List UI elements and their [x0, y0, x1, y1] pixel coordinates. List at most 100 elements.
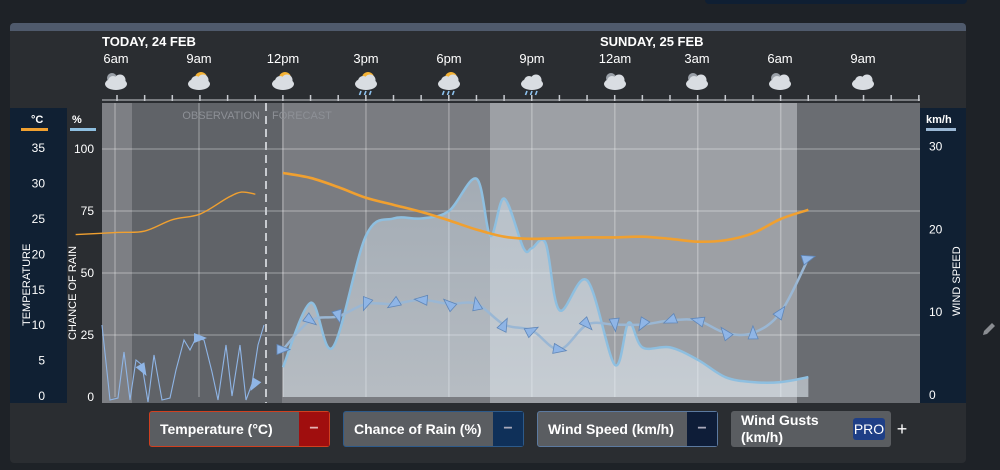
wind-axis-ticks: 0 10 20 30: [929, 140, 943, 402]
plus-icon[interactable]: +: [891, 411, 913, 447]
legend-rain-label: Chance of Rain (%): [354, 421, 482, 437]
rain-tick-label: 75: [81, 204, 95, 218]
time-label: 3am: [684, 51, 709, 66]
rain-unit-swatch: [70, 128, 96, 131]
legend-gusts-label: Wind Gusts (km/h): [741, 412, 819, 445]
wind-direction-marker: [523, 326, 540, 339]
wind-direction-marker: [442, 298, 458, 313]
wind-tick-label: 10: [929, 305, 943, 319]
observed-wind-marker: [250, 377, 262, 392]
legend-wind-button[interactable]: Wind Speed (km/h) −: [537, 411, 718, 447]
time-label: 12pm: [267, 51, 300, 66]
rain-cloud-icon: [521, 74, 543, 96]
temp-unit-label: °C: [31, 114, 43, 126]
wind-markers: [276, 254, 817, 356]
temp-tick-label: 25: [32, 212, 46, 226]
time-label: 3pm: [353, 51, 378, 66]
temp-tick-label: 10: [32, 318, 46, 332]
top-bar: [705, 0, 967, 4]
temp-tick-label: 15: [32, 283, 46, 297]
rain-tick-label: 100: [74, 142, 94, 156]
rain-tick-label: 0: [87, 390, 94, 404]
observed-wind-line: [101, 324, 265, 403]
wind-direction-marker: [302, 312, 318, 326]
minus-icon[interactable]: −: [299, 412, 329, 446]
time-label: 6pm: [436, 51, 461, 66]
observed-wind-marker: [135, 362, 147, 377]
cloudy-night-icon: [769, 73, 791, 90]
wind-tick-label: 0: [929, 388, 936, 402]
wind-direction-marker: [800, 254, 817, 266]
pencil-icon[interactable]: [980, 320, 998, 338]
wind-direction-marker: [386, 295, 402, 309]
wind-direction-marker: [472, 295, 484, 312]
temp-tick-label: 20: [32, 247, 46, 261]
wind-tick-label: 30: [929, 140, 943, 154]
time-label: 9pm: [519, 51, 544, 66]
time-labels: 6am 9am 12pm 3pm 6pm 9pm 12am 3am 6am 9am: [103, 51, 875, 66]
time-label: 12am: [599, 51, 632, 66]
partly-cloudy-icon: [188, 72, 210, 90]
rain-tick-label: 50: [81, 266, 95, 280]
day2-label: SUNDAY, 25 FEB: [600, 34, 704, 49]
wind-unit-swatch: [926, 128, 956, 131]
minus-icon[interactable]: −: [493, 412, 523, 446]
wind-direction-marker: [413, 294, 429, 306]
observation-label: OBSERVATION: [182, 110, 260, 122]
wind-direction-marker: [772, 305, 786, 321]
rain-axis-ticks: 0 25 50 75 100: [74, 142, 94, 404]
rain-unit-label: %: [72, 114, 82, 126]
wind-direction-marker: [662, 312, 679, 324]
cloudy-night-icon: [604, 73, 626, 90]
temp-axis-panel: [10, 108, 67, 403]
legend-gusts-button[interactable]: Wind Gusts (km/h): [731, 411, 891, 447]
time-label: 9am: [186, 51, 211, 66]
legend-temperature-button[interactable]: Temperature (°C) −: [149, 411, 330, 447]
day1-label: TODAY, 24 FEB: [102, 34, 196, 49]
rain-area: [283, 178, 809, 397]
forecast-chart: OBSERVATION FORECAST °C % km/h TEMPERATU…: [10, 34, 966, 404]
wind-tick-label: 20: [929, 222, 943, 236]
temp-unit-swatch: [21, 128, 48, 131]
wind-direction-marker: [363, 295, 374, 312]
legend-temperature-label: Temperature (°C): [160, 421, 273, 437]
wind-unit-label: km/h: [926, 114, 952, 126]
wind-axis-title: WIND SPEED: [951, 246, 963, 316]
wind-direction-marker: [720, 326, 734, 342]
legend-rain-button[interactable]: Chance of Rain (%) −: [343, 411, 524, 447]
observed-wind-marker: [194, 333, 207, 343]
sun-rain-icon: [355, 72, 377, 96]
sun-rain-icon: [438, 72, 460, 96]
cloudy-icon: [852, 74, 874, 90]
temp-tick-label: 5: [38, 354, 45, 368]
observed-wind-path: [101, 324, 265, 403]
temp-axis-title: TEMPERATURE: [21, 244, 33, 326]
cloudy-night-icon: [686, 73, 708, 90]
wind-direction-marker: [608, 317, 620, 333]
temperature-line: [282, 171, 809, 244]
minus-icon[interactable]: −: [687, 412, 717, 446]
wind-direction-marker: [331, 308, 342, 325]
pro-badge: PRO: [853, 418, 885, 440]
wind-axis-panel: [920, 108, 966, 403]
temp-tick-label: 35: [32, 141, 46, 155]
panel-strip: [10, 23, 966, 31]
temp-tick-label: 0: [38, 389, 45, 403]
wind-direction-marker: [747, 324, 759, 340]
wind-direction-marker: [578, 316, 593, 331]
temp-axis-ticks: 0 5 10 15 20 25 30 35: [32, 141, 46, 403]
time-ruler: [102, 95, 920, 101]
forecast-label: FORECAST: [272, 110, 332, 122]
time-label: 6am: [103, 51, 128, 66]
legend-wind-label: Wind Speed (km/h): [548, 421, 674, 437]
temp-tick-label: 30: [32, 177, 46, 191]
rain-axis-title: CHANCE OF RAIN: [67, 246, 79, 340]
time-label: 6am: [767, 51, 792, 66]
wind-direction-marker: [638, 316, 651, 332]
rain-line: [281, 177, 809, 384]
wind-direction-marker: [276, 343, 292, 356]
wind-direction-marker: [496, 317, 508, 333]
wind-direction-marker: [689, 316, 706, 328]
wind-direction-marker: [552, 342, 568, 354]
